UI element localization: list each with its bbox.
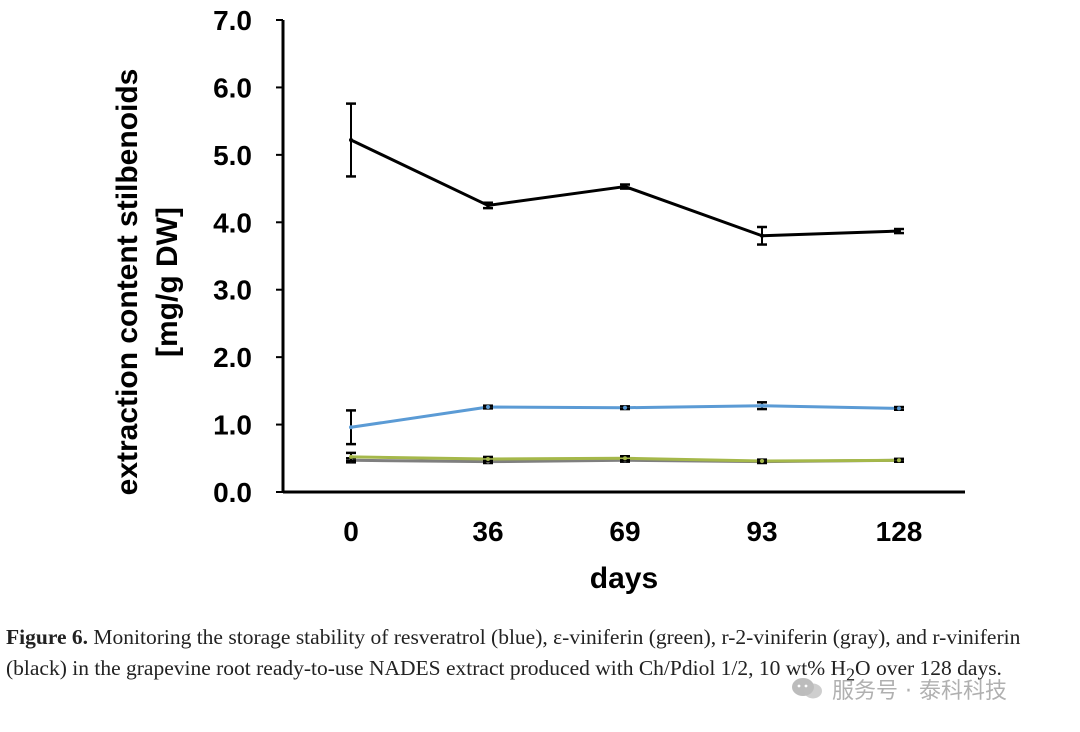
y-tick-labels: 0.0 1.0 2.0 3.0 4.0 5.0 6.0 7.0: [213, 5, 252, 508]
watermark-text: 服务号 · 泰科科技: [832, 679, 1007, 704]
x-tick-labels: 0 36 69 93 128: [343, 516, 922, 547]
data-point: [349, 454, 353, 459]
y-tick-label: 1.0: [213, 410, 252, 441]
caption-label: Figure 6.: [6, 625, 89, 649]
series-layer: [346, 102, 904, 465]
x-axis: 0 36 69 93 128: [283, 490, 965, 547]
caption-text: Monitoring the storage stability of resv…: [6, 625, 1021, 680]
data-point: [897, 406, 901, 411]
y-axis-title-line1: extraction content stilbenoids: [111, 69, 144, 496]
data-point: [486, 456, 490, 461]
series-resveratrol: [346, 401, 904, 446]
y-tick-label: 6.0: [213, 72, 252, 103]
data-point: [897, 458, 901, 463]
y-tick-label: 0.0: [213, 477, 252, 508]
x-tick-label: 93: [746, 516, 777, 547]
x-tick-label: 36: [472, 516, 503, 547]
y-tick-label: 7.0: [213, 5, 252, 36]
data-point: [623, 405, 627, 410]
x-tick-label: 0: [343, 516, 359, 547]
data-point: [623, 456, 627, 461]
data-point: [623, 184, 627, 189]
series-ε-viniferin: [346, 451, 904, 464]
data-point: [486, 405, 490, 410]
x-tick-label: 69: [609, 516, 640, 547]
y-axis-title-line2: [mg/g DW]: [151, 207, 184, 357]
series-r-viniferin: [346, 102, 904, 246]
line-chart: 0.0 1.0 2.0 3.0 4.0 5.0 6.0 7.0 0 36 69 93 128 days…: [111, 5, 965, 595]
data-point: [897, 229, 901, 234]
x-axis-title: days: [590, 562, 658, 595]
y-tick-label: 4.0: [213, 207, 252, 238]
y-tick-label: 5.0: [213, 140, 252, 171]
y-tick-marks: [276, 19, 283, 493]
data-point: [760, 403, 764, 408]
data-point: [349, 138, 353, 143]
caption-subscript: 2: [846, 664, 856, 685]
data-point: [760, 458, 764, 463]
y-tick-label: 2.0: [213, 342, 252, 373]
y-tick-label: 3.0: [213, 275, 252, 306]
figure-caption: Figure 6. Monitoring the storage stabili…: [6, 622, 1074, 690]
data-point: [760, 233, 764, 238]
chat-bubble-icon: [792, 678, 822, 699]
x-tick-label: 128: [876, 516, 923, 547]
watermark: 服务号 · 泰科科技: [790, 672, 1007, 706]
y-axis: 0.0 1.0 2.0 3.0 4.0 5.0 6.0 7.0: [213, 5, 285, 508]
caption-text-end: O over 128 days.: [855, 656, 1002, 680]
data-point: [486, 203, 490, 208]
data-point: [349, 425, 353, 430]
